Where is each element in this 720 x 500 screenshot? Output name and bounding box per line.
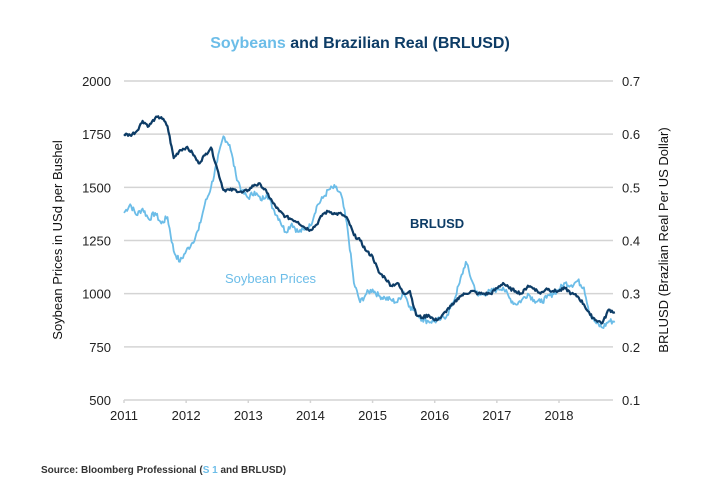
source-prefix: Source: Bloomberg Professional ( [41,465,203,476]
series-lines [123,115,616,330]
x-tick-label: 2013 [234,408,263,423]
x-tick-label: 2012 [172,408,201,423]
y2-tick-label: 0.2 [622,340,640,355]
y2-tick-label: 0.6 [622,127,640,142]
y2-tick-label: 0.3 [622,287,640,302]
x-tick-label: 2016 [420,408,449,423]
y-tick-label: 1750 [82,127,111,142]
x-tick-label: 2017 [482,408,511,423]
y-tick-label: 1500 [82,180,111,195]
soybean-price-line [123,135,616,330]
soybean-prices-annotation: Soybean Prices [225,271,317,286]
x-tick-label: 2011 [110,408,138,423]
y2-axis-label: BRLUSD (Brazlian Real Per US Dollar) [656,127,671,352]
y-tick-label: 500 [89,393,111,408]
y-axis-left: 500 750 1000 1250 1500 1750 2000 [82,74,111,408]
y2-tick-label: 0.1 [622,393,640,408]
y-tick-label: 2000 [82,74,111,89]
y-tick-label: 1250 [82,234,111,249]
y-axis-label: Soybean Prices in USd per Bushel [50,140,65,340]
source-note: Source: Bloomberg Professional (S 1 and … [41,465,286,476]
chart-title-rest: and Brazilian Real (BRLUSD) [286,35,510,52]
brlusd-line [123,115,616,325]
y-tick-label: 1000 [82,287,111,302]
source-suffix: and BRLUSD) [218,465,286,476]
y2-tick-label: 0.4 [622,234,640,249]
y2-tick-label: 0.5 [622,180,640,195]
gridlines [124,80,613,401]
x-tick-label: 2014 [296,408,325,423]
source-highlight: S 1 [203,465,218,476]
y-tick-label: 750 [89,340,111,355]
x-tick-label: 2015 [358,408,387,423]
chart-title: Soybeans and Brazilian Real (BRLUSD) [210,35,510,52]
y-axis-right: 0.1 0.2 0.3 0.4 0.5 0.6 0.7 [622,74,640,408]
x-tick-label: 2018 [545,408,574,423]
chart-title-soybeans: Soybeans [210,35,286,52]
y2-tick-label: 0.7 [622,74,640,89]
brlusd-annotation: BRLUSD [410,216,464,231]
x-axis: 2011 2012 2013 2014 2015 2016 2017 2018 [110,400,573,423]
